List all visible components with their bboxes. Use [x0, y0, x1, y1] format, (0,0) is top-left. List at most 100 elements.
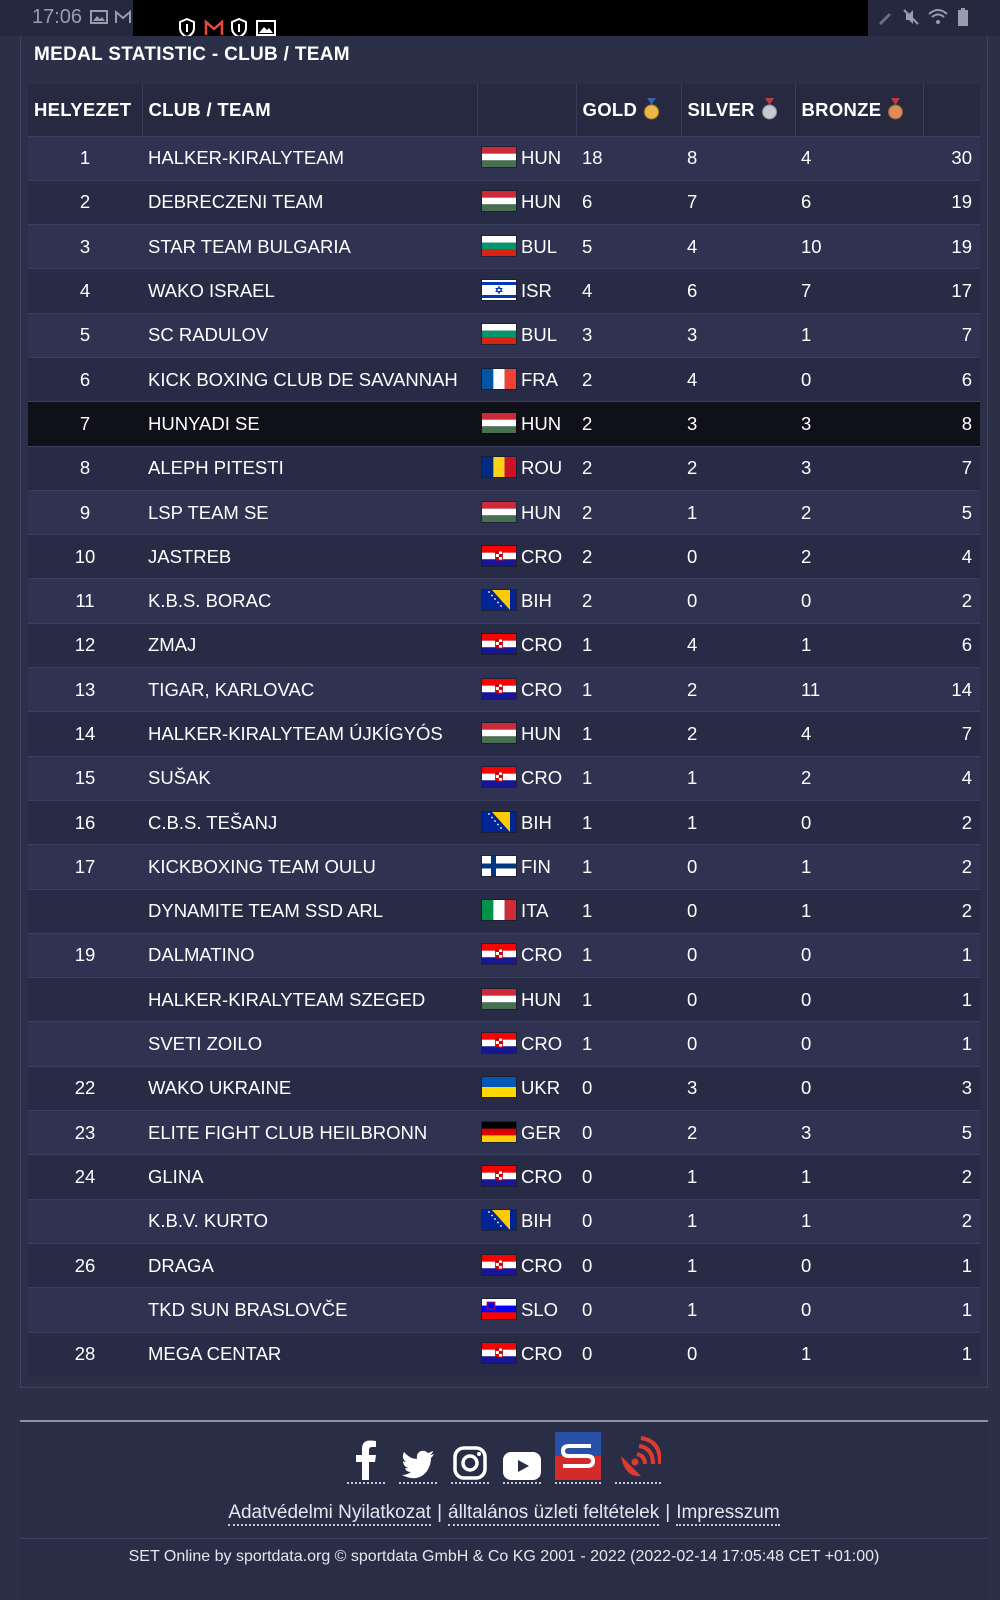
table-row[interactable]: 17 KICKBOXING TEAM OULU FIN 1 0 1 2 — [28, 844, 980, 890]
table-row[interactable]: 10 JASTREB CRO 2 0 2 4 — [28, 534, 980, 579]
country-cell: HUN — [477, 489, 576, 535]
table-row[interactable]: SVETI ZOILO CRO 1 0 0 1 — [28, 1021, 980, 1067]
gmail-red-icon — [204, 18, 224, 38]
table-row[interactable]: 28 MEGA CENTAR CRO 0 0 1 1 — [28, 1331, 980, 1377]
rank-cell: 9 — [28, 489, 142, 535]
club-name-cell[interactable]: MEGA CENTAR — [142, 1331, 477, 1377]
status-left-icons — [90, 8, 132, 26]
rank-cell: 24 — [28, 1154, 142, 1200]
club-name-cell[interactable]: DEBRECZENI TEAM — [142, 179, 477, 225]
footer-divider — [20, 1538, 988, 1539]
live-broadcast-icon[interactable] — [615, 1432, 661, 1484]
table-row[interactable]: 19 DALMATINO CRO 1 0 0 1 — [28, 932, 980, 978]
silver-cell: 1 — [681, 799, 795, 845]
silver-cell: 1 — [681, 755, 795, 801]
total-cell: 30 — [923, 135, 980, 181]
club-name-cell[interactable]: KICKBOXING TEAM OULU — [142, 844, 477, 890]
table-row[interactable]: 5 SC RADULOV BUL 3 3 1 7 — [28, 312, 980, 358]
table-row[interactable]: 7 HUNYADI SE HUN 2 3 3 8 — [28, 401, 980, 447]
table-row[interactable]: 3 STAR TEAM BULGARIA BUL 5 4 10 19 — [28, 224, 980, 269]
club-name-cell[interactable]: K.B.S. BORAC — [142, 578, 477, 624]
rank-cell: 22 — [28, 1065, 142, 1111]
silver-cell: 4 — [681, 224, 795, 269]
club-name-cell[interactable]: ALEPH PITESTI — [142, 445, 477, 491]
club-name-cell[interactable]: TIGAR, KARLOVAC — [142, 667, 477, 712]
club-name-cell[interactable]: JASTREB — [142, 534, 477, 579]
club-name-cell[interactable]: TKD SUN BRASLOVČE — [142, 1287, 477, 1333]
club-name-cell[interactable]: ZMAJ — [142, 622, 477, 668]
table-row[interactable]: 15 SUŠAK CRO 1 1 2 4 — [28, 755, 980, 801]
club-name-cell[interactable]: DALMATINO — [142, 932, 477, 978]
gold-cell: 1 — [576, 799, 681, 845]
club-name-cell[interactable]: KICK BOXING CLUB DE SAVANNAH — [142, 356, 477, 402]
rank-cell: 6 — [28, 356, 142, 402]
table-row[interactable]: K.B.V. KURTO BIH 0 1 1 2 — [28, 1198, 980, 1244]
table-row[interactable]: 2 DEBRECZENI TEAM HUN 6 7 6 19 — [28, 179, 980, 225]
terms-link[interactable]: álltalános üzleti feltételek — [448, 1502, 660, 1526]
panel-title: MEDAL STATISTIC - CLUB / TEAM — [34, 44, 350, 65]
total-cell: 8 — [923, 401, 980, 447]
table-row[interactable]: 23 ELITE FIGHT CLUB HEILBRONN GER 0 2 3 5 — [28, 1110, 980, 1155]
table-row[interactable]: 6 KICK BOXING CLUB DE SAVANNAH FRA 2 4 0 6 — [28, 356, 980, 402]
table-row[interactable]: HALKER-KIRALYTEAM SZEGED HUN 1 0 0 1 — [28, 977, 980, 1022]
instagram-icon[interactable] — [451, 1432, 489, 1484]
club-name-cell[interactable]: DYNAMITE TEAM SSD ARL — [142, 888, 477, 934]
table-row[interactable]: 22 WAKO UKRAINE UKR 0 3 0 3 — [28, 1065, 980, 1111]
table-row[interactable]: 24 GLINA CRO 0 1 1 2 — [28, 1154, 980, 1200]
sportdata-logo-icon[interactable] — [555, 1432, 601, 1484]
header-total[interactable] — [922, 84, 980, 136]
table-row[interactable]: 1 HALKER-KIRALYTEAM HUN 18 8 4 30 — [28, 135, 980, 181]
club-name-cell[interactable]: WAKO ISRAEL — [142, 268, 477, 314]
country-code: HUN — [521, 988, 562, 1010]
table-row[interactable]: 14 HALKER-KIRALYTEAM ÚJKÍGYÓS HUN 1 2 4 7 — [28, 711, 980, 757]
club-name-cell[interactable]: HALKER-KIRALYTEAM ÚJKÍGYÓS — [142, 711, 477, 757]
total-cell: 2 — [923, 1154, 980, 1200]
table-row[interactable]: 8 ALEPH PITESTI ROU 2 2 3 7 — [28, 445, 980, 491]
club-name-cell[interactable]: SVETI ZOILO — [142, 1021, 477, 1067]
country-code: CRO — [521, 767, 563, 789]
club-name-cell[interactable]: HALKER-KIRALYTEAM SZEGED — [142, 977, 477, 1022]
silver-cell: 2 — [681, 445, 795, 491]
table-row[interactable]: DYNAMITE TEAM SSD ARL ITA 1 0 1 2 — [28, 888, 980, 934]
country-cell: FIN — [477, 844, 576, 890]
table-row[interactable]: 4 WAKO ISRAEL ISR 4 6 7 17 — [28, 268, 980, 314]
table-row[interactable]: 13 TIGAR, KARLOVAC CRO 1 2 11 14 — [28, 667, 980, 712]
club-name-cell[interactable]: ELITE FIGHT CLUB HEILBRONN — [142, 1110, 477, 1155]
gold-cell: 1 — [576, 1021, 681, 1067]
club-name-cell[interactable]: HUNYADI SE — [142, 401, 477, 447]
rank-cell: 16 — [28, 799, 142, 845]
bronze-cell: 3 — [795, 1110, 923, 1155]
table-row[interactable]: TKD SUN BRASLOVČE SLO 0 1 0 1 — [28, 1287, 980, 1333]
header-rank[interactable]: HELYEZET — [34, 98, 132, 120]
header-gold[interactable]: GOLD — [575, 84, 681, 136]
club-name-cell[interactable]: SC RADULOV — [142, 312, 477, 358]
club-name-cell[interactable]: C.B.S. TEŠANJ — [142, 799, 477, 845]
privacy-link[interactable]: Adatvédelmi Nyilatkozat — [228, 1502, 432, 1526]
table-row[interactable]: 26 DRAGA CRO 0 1 0 1 — [28, 1242, 980, 1288]
club-name-cell[interactable]: K.B.V. KURTO — [142, 1198, 477, 1244]
table-row[interactable]: 11 K.B.S. BORAC BIH 2 0 0 2 — [28, 578, 980, 624]
rank-cell — [28, 1198, 142, 1244]
club-name-cell[interactable]: DRAGA — [142, 1242, 477, 1288]
club-name-cell[interactable]: LSP TEAM SE — [142, 489, 477, 535]
table-row[interactable]: 9 LSP TEAM SE HUN 2 1 2 5 — [28, 489, 980, 535]
youtube-icon[interactable] — [503, 1432, 541, 1484]
club-name-cell[interactable]: STAR TEAM BULGARIA — [142, 224, 477, 269]
bronze-cell: 0 — [795, 932, 923, 978]
rank-cell: 11 — [28, 578, 142, 624]
bronze-cell: 6 — [795, 179, 923, 225]
club-name-cell[interactable]: SUŠAK — [142, 755, 477, 801]
twitter-icon[interactable] — [399, 1432, 437, 1484]
club-name-cell[interactable]: GLINA — [142, 1154, 477, 1200]
header-silver[interactable]: SILVER — [680, 84, 795, 136]
country-cell: CRO — [477, 534, 576, 579]
header-bronze[interactable]: BRONZE — [794, 84, 923, 136]
facebook-icon[interactable] — [347, 1432, 385, 1484]
table-row[interactable]: 12 ZMAJ CRO 1 4 1 6 — [28, 622, 980, 668]
total-cell: 1 — [923, 1242, 980, 1288]
table-row[interactable]: 16 C.B.S. TEŠANJ BIH 1 1 0 2 — [28, 799, 980, 845]
impressum-link[interactable]: Impresszum — [676, 1502, 780, 1526]
header-club[interactable]: CLUB / TEAM — [141, 84, 477, 136]
club-name-cell[interactable]: WAKO UKRAINE — [142, 1065, 477, 1111]
club-name-cell[interactable]: HALKER-KIRALYTEAM — [142, 135, 477, 181]
